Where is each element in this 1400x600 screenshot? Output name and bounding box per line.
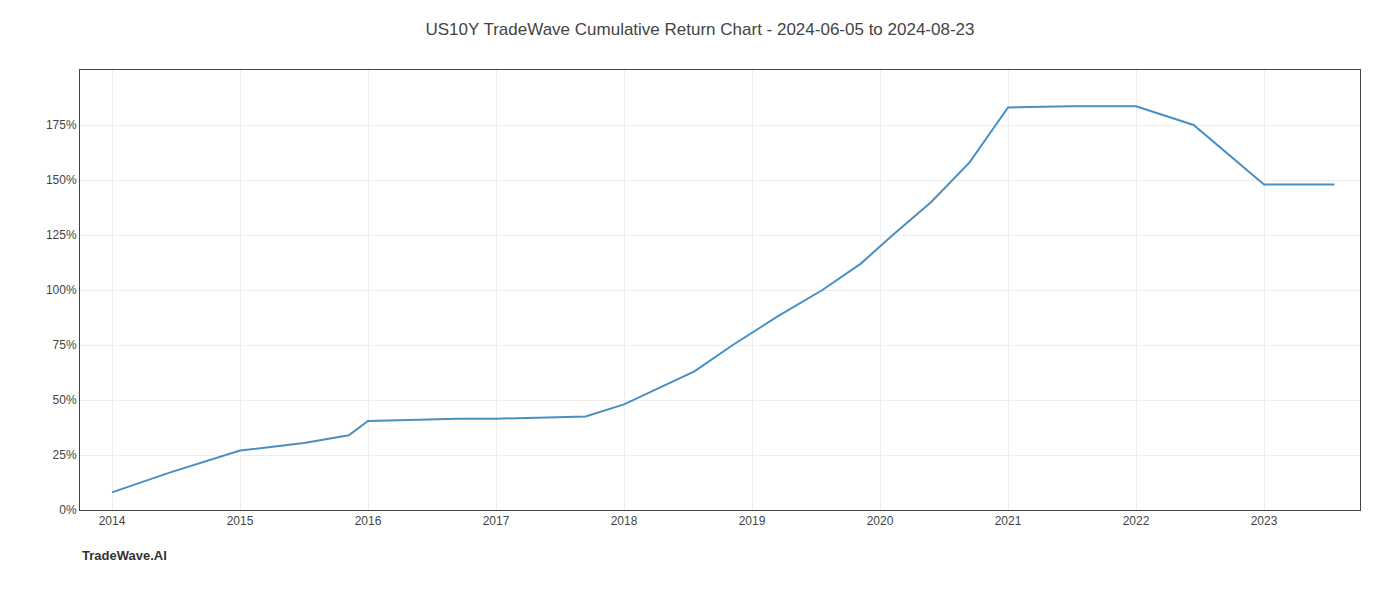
svg-text:75%: 75% bbox=[53, 338, 77, 352]
svg-text:25%: 25% bbox=[53, 448, 77, 462]
svg-text:175%: 175% bbox=[46, 118, 77, 132]
svg-text:50%: 50% bbox=[53, 393, 77, 407]
svg-text:0%: 0% bbox=[59, 503, 77, 517]
svg-text:2022: 2022 bbox=[1123, 514, 1150, 528]
svg-text:2015: 2015 bbox=[227, 514, 254, 528]
svg-text:2019: 2019 bbox=[739, 514, 766, 528]
svg-text:2023: 2023 bbox=[1251, 514, 1278, 528]
svg-text:2017: 2017 bbox=[483, 514, 510, 528]
svg-text:TradeWave.AI: TradeWave.AI bbox=[82, 548, 167, 563]
svg-text:2016: 2016 bbox=[355, 514, 382, 528]
svg-text:US10Y TradeWave Cumulative Ret: US10Y TradeWave Cumulative Return Chart … bbox=[425, 20, 974, 39]
svg-text:100%: 100% bbox=[46, 283, 77, 297]
svg-text:2021: 2021 bbox=[995, 514, 1022, 528]
svg-text:2014: 2014 bbox=[99, 514, 126, 528]
svg-text:125%: 125% bbox=[46, 228, 77, 242]
svg-text:2020: 2020 bbox=[867, 514, 894, 528]
svg-text:2018: 2018 bbox=[611, 514, 638, 528]
svg-text:150%: 150% bbox=[46, 173, 77, 187]
